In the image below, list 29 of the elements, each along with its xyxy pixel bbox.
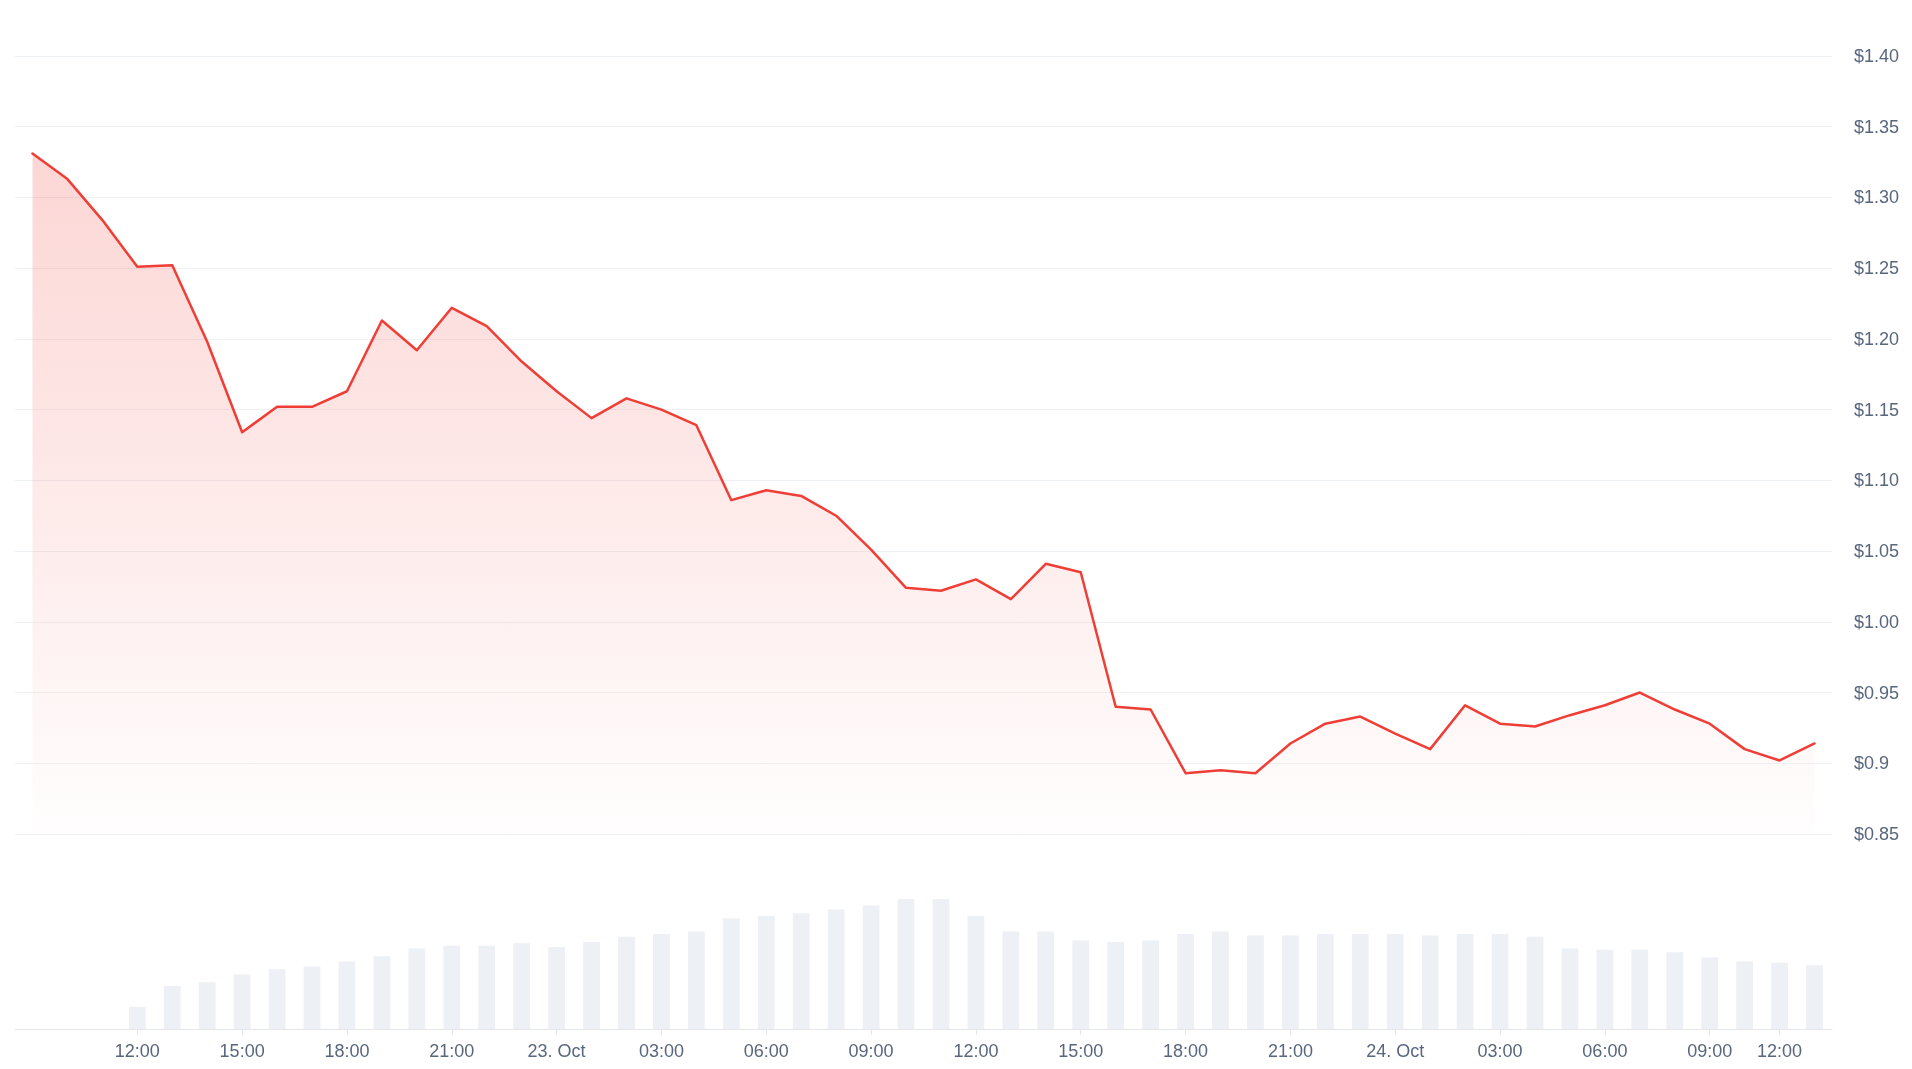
- x-tick-label: 21:00: [1267, 1041, 1313, 1061]
- y-tick-label: $1.00: [1854, 611, 1900, 632]
- x-tick-label: 18:00: [324, 1041, 370, 1061]
- y-tick-label: $0.9: [1854, 753, 1890, 774]
- y-tick-label: $1.35: [1854, 116, 1900, 137]
- x-tick-label: 21:00: [429, 1041, 475, 1061]
- x-tick-label: 12:00: [114, 1041, 160, 1061]
- y-tick-label: $1.15: [1854, 399, 1900, 420]
- y-tick-label: $0.85: [1854, 824, 1900, 844]
- x-tick-label: 03:00: [1477, 1041, 1523, 1061]
- x-tick-label: 15:00: [219, 1041, 265, 1061]
- x-tick-label: 23. Oct: [527, 1041, 586, 1061]
- x-tick-label: 03:00: [638, 1041, 684, 1061]
- x-tick-label: 06:00: [743, 1041, 789, 1061]
- x-tick-label: 18:00: [1163, 1041, 1209, 1061]
- y-tick-label: $1.25: [1854, 258, 1900, 279]
- x-tick-label: 09:00: [848, 1041, 894, 1061]
- y-tick-label: $0.95: [1854, 682, 1900, 703]
- x-tick-label: 12:00: [1757, 1041, 1803, 1061]
- y-tick-label: $1.20: [1854, 328, 1900, 349]
- y-tick-label: $1.40: [1854, 46, 1900, 66]
- x-tick-label: 06:00: [1582, 1041, 1628, 1061]
- x-tick-label: 12:00: [953, 1041, 999, 1061]
- x-tick-label: 15:00: [1058, 1041, 1104, 1061]
- x-tick-label: 24. Oct: [1366, 1041, 1425, 1061]
- y-tick-label: $1.05: [1854, 541, 1900, 562]
- y-tick-label: $1.30: [1854, 187, 1900, 208]
- y-tick-label: $1.10: [1854, 470, 1900, 491]
- x-tick-label: 09:00: [1687, 1041, 1733, 1061]
